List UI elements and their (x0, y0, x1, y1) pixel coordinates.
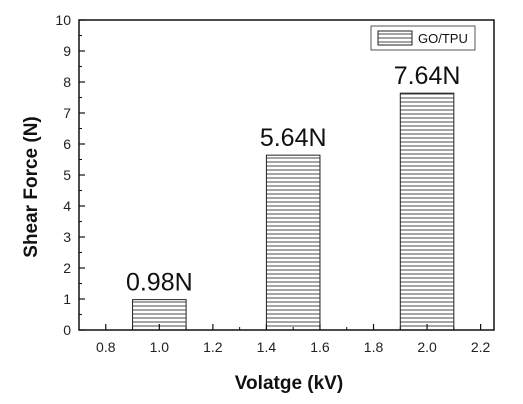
data-labels-layer: 0.98N 5.64N 7.64N (126, 62, 460, 296)
legend: GO/TPU (370, 25, 476, 51)
x-tick-label-3: 1.4 (257, 339, 277, 355)
y-axis-title: Shear Force (N) (21, 116, 42, 257)
y-tick-label-6: 6 (63, 136, 71, 152)
x-tick-label-7: 2.2 (471, 339, 491, 355)
bar-2 (399, 92, 455, 331)
x-tick-label-1: 1.0 (150, 339, 170, 355)
y-tick-label-2: 2 (63, 260, 71, 276)
y-tick-label-9: 9 (63, 43, 71, 59)
x-tick-label-4: 1.6 (310, 339, 330, 355)
data-label-0: 0.98N (126, 269, 193, 297)
y-tick-label-5: 5 (63, 167, 71, 183)
y-tick-label-4: 4 (63, 198, 71, 214)
x-tick-label-2: 1.2 (203, 339, 223, 355)
x-tick-label-0: 0.8 (96, 339, 116, 355)
bars-layer (132, 92, 455, 331)
x-axis-title: Volatge (kV) (235, 373, 343, 394)
data-label-2: 7.64N (394, 62, 461, 90)
legend-label: GO/TPU (418, 31, 468, 46)
y-tick-label-8: 8 (63, 74, 71, 90)
y-tick-label-1: 1 (63, 291, 71, 307)
legend-swatch (377, 30, 413, 46)
ticks-layer: 0 1 2 3 4 5 6 7 8 9 10 0.8 1.0 1.2 1.4 1.6 1.8 2.0 2.2 (55, 12, 490, 355)
y-tick-label-7: 7 (63, 105, 71, 121)
x-tick-label-6: 2.0 (417, 339, 437, 355)
y-tick-label-10: 10 (55, 12, 71, 28)
x-tick-label-5: 1.8 (364, 339, 384, 355)
y-tick-label-3: 3 (63, 229, 71, 245)
y-tick-label-0: 0 (63, 322, 71, 338)
bar-1 (265, 154, 321, 331)
data-label-1: 5.64N (260, 124, 327, 152)
